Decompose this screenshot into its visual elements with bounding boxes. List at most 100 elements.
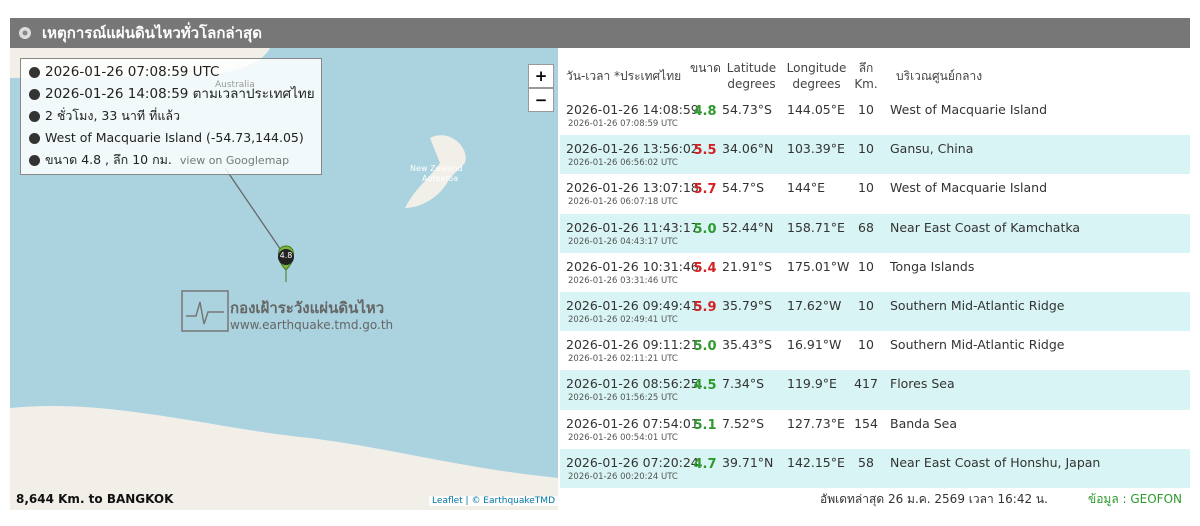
depth: 10 (858, 297, 874, 313)
magnitude: 4.5 (693, 378, 717, 394)
latitude: 39.71°N (722, 454, 774, 470)
icon (29, 155, 40, 166)
thai-time: 2026-01-26 13:07:18 (566, 180, 699, 196)
magnitude: 5.0 (693, 221, 717, 237)
table-row[interactable]: 2026-01-26 09:49:41 2026-01-26 02:49:41 U… (560, 291, 1190, 332)
info-line: West of Macquarie Island (-54.73,144.05) (29, 127, 321, 149)
region: West of Macquarie Island (890, 102, 1048, 117)
column-header: ลึก Km. (854, 61, 878, 91)
latitude: 7.52°S (722, 415, 765, 431)
column-header: Latitude degrees (726, 61, 777, 91)
thai-time: 2026-01-26 09:49:41 (566, 297, 699, 313)
magnitude: 5.9 (693, 299, 717, 315)
table-row[interactable]: 2026-01-26 07:54:01 2026-01-26 00:54:01 U… (560, 409, 1190, 449)
depth: 10 (858, 180, 874, 196)
latitude: 52.44°N (722, 219, 774, 235)
map[interactable]: 2026-01-26 07:08:59 UTC 2026-01-26 14:08:… (10, 48, 558, 510)
utc-time: 2026-01-26 00:20:24 UTC (568, 471, 678, 482)
region: Tonga Islands (890, 258, 975, 274)
utc-time: 2026-01-26 07:08:59 UTC (568, 119, 678, 129)
info-text: 2 ชั่วโมง, 33 นาที ที่แล้ว (45, 108, 181, 123)
table-row[interactable]: 2026-01-26 11:43:17 2026-01-26 04:43:17 U… (560, 213, 1190, 253)
marker-label[interactable]: 4.8 (279, 251, 293, 260)
info-text: 2026-01-26 14:08:59 ตามเวลาประเทศไทย (45, 86, 315, 102)
info-line: 2 ชั่วโมง, 33 นาที ที่แล้ว (29, 105, 321, 127)
longitude: 16.91°W (787, 337, 842, 353)
logo-name: กองเฝ้าระวังแผ่นดินไหว (230, 299, 385, 317)
longitude: 175.01°W (787, 258, 850, 274)
icon (29, 111, 40, 122)
thai-time: 2026-01-26 08:56:25 (566, 376, 699, 392)
icon (19, 27, 31, 39)
longitude: 144.05°E (787, 102, 845, 117)
info-text: West of Macquarie Island (-54.73,144.05) (45, 130, 304, 145)
magnitude: 5.5 (693, 143, 717, 159)
table-row[interactable]: 2026-01-26 13:56:02 2026-01-26 06:56:02 U… (560, 135, 1190, 175)
latitude: 21.91°S (722, 258, 772, 274)
longitude: 158.71°E (787, 219, 845, 235)
column-header: วัน-เวลา *ประเทศไทย (566, 69, 682, 83)
latitude: 54.7°S (722, 180, 765, 196)
region: Flores Sea (890, 376, 955, 392)
depth: 58 (858, 454, 874, 470)
info-box: 2026-01-26 07:08:59 UTC 2026-01-26 14:08:… (20, 58, 322, 175)
depth: 154 (854, 415, 878, 431)
zoom-out[interactable]: − (528, 88, 554, 112)
info-line: 2026-01-26 07:08:59 UTC (29, 61, 321, 83)
utc-time: 2026-01-26 04:43:17 UTC (568, 236, 678, 247)
table-row[interactable]: 2026-01-26 09:11:21 2026-01-26 02:11:21 U… (560, 331, 1190, 371)
source: ข้อมูล : GEOFON (1088, 492, 1182, 506)
map-label: Aotearoa (422, 174, 459, 183)
table-row[interactable]: 2026-01-26 13:07:18 2026-01-26 06:07:18 U… (560, 174, 1190, 214)
icon (29, 89, 40, 100)
region: Banda Sea (890, 415, 958, 431)
latitude: 35.79°S (722, 297, 772, 313)
depth: 10 (858, 337, 874, 353)
longitude: 142.15°E (787, 454, 845, 470)
thai-time: 2026-01-26 09:11:21 (566, 337, 699, 353)
table-row[interactable]: 2026-01-26 14:08:59 2026-01-26 07:08:59 U… (560, 96, 1190, 136)
utc-time: 2026-01-26 06:07:18 UTC (568, 197, 678, 208)
info-line: ขนาด 4.8 , ลึก 10 กม. view on Googlemap (29, 149, 321, 172)
thai-time: 2026-01-26 11:43:17 (566, 219, 699, 235)
region: West of Macquarie Island (890, 180, 1048, 196)
utc-time: 2026-01-26 00:54:01 UTC (568, 432, 678, 443)
thai-time: 2026-01-26 07:20:24 (566, 454, 699, 470)
depth: 10 (858, 258, 874, 274)
table-row[interactable]: 2026-01-26 10:31:46 2026-01-26 03:31:46 U… (560, 252, 1190, 292)
latitude: 54.73°S (722, 102, 772, 117)
table-row[interactable]: 2026-01-26 08:56:25 2026-01-26 01:56:25 U… (560, 370, 1190, 410)
depth: 68 (858, 219, 874, 235)
googlemap-link[interactable]: view on Googlemap (179, 154, 290, 167)
updated: อัพเดทล่าสุด 26 ม.ค. 2569 เวลา 16:42 น. (820, 492, 1048, 506)
zoom-in[interactable]: + (528, 64, 554, 88)
latitude: 35.43°S (722, 337, 772, 353)
latitude: 34.06°N (722, 141, 774, 157)
utc-time: 2026-01-26 02:49:41 UTC (568, 314, 678, 325)
icon (29, 67, 40, 78)
magnitude: 5.7 (693, 182, 717, 198)
table-row[interactable]: 2026-01-26 07:20:24 2026-01-26 00:20:24 U… (560, 448, 1190, 488)
depth: 10 (858, 102, 874, 117)
distance: 8,644 Km. to BANGKOK (16, 492, 174, 506)
column-header: บริเวณศูนย์กลาง (896, 69, 983, 83)
attribution[interactable]: Leaflet | © EarthquakeTMD (429, 496, 558, 506)
depth: 10 (858, 141, 874, 157)
info-text: 2026-01-26 07:08:59 UTC (45, 64, 220, 80)
region: Southern Mid-Atlantic Ridge (890, 337, 1065, 353)
region: Southern Mid-Atlantic Ridge (890, 297, 1065, 313)
thai-time: 2026-01-26 13:56:02 (566, 141, 699, 157)
header: เหตุการณ์แผ่นดินไหวทั่วโลกล่าสุด (10, 18, 1190, 48)
latitude: 7.34°S (722, 376, 765, 392)
longitude: 127.73°E (787, 415, 845, 431)
footer: อัพเดทล่าสุด 26 ม.ค. 2569 เวลา 16:42 น. … (560, 488, 1190, 510)
utc-time: 2026-01-26 02:11:21 UTC (568, 354, 678, 365)
region: Near East Coast of Kamchatka (890, 219, 1081, 235)
magnitude: 4.7 (693, 456, 717, 472)
longitude: 144°E (787, 180, 826, 196)
logo-url: www.earthquake.tmd.go.th (230, 318, 394, 332)
thai-time: 2026-01-26 14:08:59 (566, 102, 699, 117)
title: เหตุการณ์แผ่นดินไหวทั่วโลกล่าสุด (42, 24, 262, 42)
info-line: 2026-01-26 14:08:59 ตามเวลาประเทศไทย (29, 83, 321, 105)
